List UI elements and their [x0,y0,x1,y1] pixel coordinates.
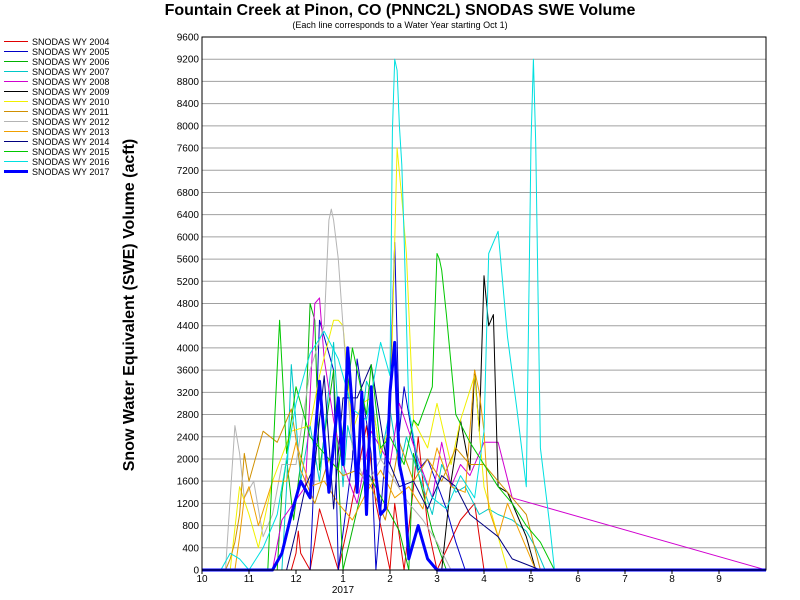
y-tick-label: 7600 [177,144,200,155]
legend-item: SNODAS WY 2014 [4,137,164,147]
y-tick-label: 400 [182,543,199,554]
x-tick-label: 10 [196,574,208,585]
y-tick-label: 1200 [177,499,200,510]
x-tick-label: 2 [387,574,393,585]
x-tick-label: 12 [290,574,302,585]
legend-swatch [4,81,28,82]
series-line-wy2009 [202,275,766,571]
y-tick-label: 6800 [177,188,200,199]
y-tick-label: 3600 [177,366,200,377]
y-tick-label: 8400 [177,99,200,110]
y-tick-label: 4000 [177,343,200,354]
legend-swatch [4,170,28,173]
legend-label: SNODAS WY 2016 [32,157,110,167]
legend-label: SNODAS WY 2009 [32,87,110,97]
legend-label: SNODAS WY 2005 [32,47,110,57]
y-tick-label: 2800 [177,410,200,421]
legend-label: SNODAS WY 2013 [32,127,110,137]
legend-swatch [4,101,28,102]
y-tick-label: 8000 [177,121,200,132]
legend-item: SNODAS WY 2006 [4,57,164,67]
legend-item: SNODAS WY 2009 [4,87,164,97]
chart-subtitle: (Each line corresponds to a Water Year s… [292,20,508,30]
series-line-wy2015 [202,253,766,571]
legend-swatch [4,71,28,72]
legend-swatch [4,131,28,132]
y-tick-label: 1600 [177,477,200,488]
series-line-wy2016 [202,58,766,571]
x-tick-label: 5 [528,574,534,585]
legend-label: SNODAS WY 2017 [32,167,110,177]
legend-item: SNODAS WY 2005 [4,47,164,57]
series-lines [202,58,767,572]
series-line-wy2010 [202,147,766,571]
y-tick-label: 4400 [177,321,200,332]
legend-swatch [4,51,28,52]
y-tick-label: 6000 [177,232,200,243]
x-year-label: 2017 [332,585,355,596]
legend-label: SNODAS WY 2014 [32,137,110,147]
legend-swatch [4,161,28,162]
y-tick-label: 4800 [177,299,200,310]
x-tick-label: 8 [669,574,675,585]
legend: SNODAS WY 2004 SNODAS WY 2005 SNODAS WY 20… [4,37,164,177]
x-tick-label: 9 [716,574,722,585]
legend-swatch [4,91,28,92]
y-tick-label: 0 [193,566,199,577]
legend-item: SNODAS WY 2017 [4,167,164,177]
legend-swatch [4,121,28,122]
y-tick-label: 5600 [177,255,200,266]
legend-label: SNODAS WY 2010 [32,97,110,107]
legend-label: SNODAS WY 2006 [32,57,110,67]
x-tick-label: 6 [575,574,581,585]
x-tick-label: 11 [244,574,255,585]
y-tick-label: 3200 [177,388,200,399]
x-tick-label: 3 [434,574,440,585]
series-line-wy2017 [202,340,766,572]
legend-label: SNODAS WY 2004 [32,37,110,47]
legend-swatch [4,61,28,62]
legend-item: SNODAS WY 2010 [4,97,164,107]
legend-label: SNODAS WY 2007 [32,67,110,77]
x-tick-label: 1 [340,574,346,585]
legend-item: SNODAS WY 2011 [4,107,164,117]
legend-item: SNODAS WY 2016 [4,157,164,167]
legend-swatch [4,141,28,142]
axis-ticks: 0 400 800 1200 1600 2000 2400 2800 3200 3600 4000 4… [177,33,722,597]
legend-label: SNODAS WY 2008 [32,77,110,87]
y-tick-label: 9600 [177,33,200,44]
legend-item: SNODAS WY 2012 [4,117,164,127]
legend-label: SNODAS WY 2012 [32,117,110,127]
y-tick-label: 8800 [177,77,200,88]
y-tick-label: 5200 [177,277,200,288]
legend-swatch [4,41,28,42]
legend-item: SNODAS WY 2007 [4,67,164,77]
legend-item: SNODAS WY 2004 [4,37,164,47]
y-tick-label: 6400 [177,210,200,221]
y-tick-label: 2000 [177,454,200,465]
y-tick-label: 800 [182,521,199,532]
chart-title: Fountain Creek at Pinon, CO (PNNC2L) SNO… [164,2,636,19]
legend-item: SNODAS WY 2015 [4,147,164,157]
legend-swatch [4,111,28,112]
legend-item: SNODAS WY 2013 [4,127,164,137]
y-tick-label: 2400 [177,432,200,443]
x-tick-label: 7 [622,574,628,585]
legend-swatch [4,151,28,152]
legend-item: SNODAS WY 2008 [4,77,164,87]
y-tick-label: 7200 [177,166,200,177]
y-tick-label: 9200 [177,55,200,66]
legend-label: SNODAS WY 2015 [32,147,110,157]
x-tick-label: 4 [481,574,487,585]
series-line-wy2012 [202,208,766,571]
legend-label: SNODAS WY 2011 [32,107,109,117]
